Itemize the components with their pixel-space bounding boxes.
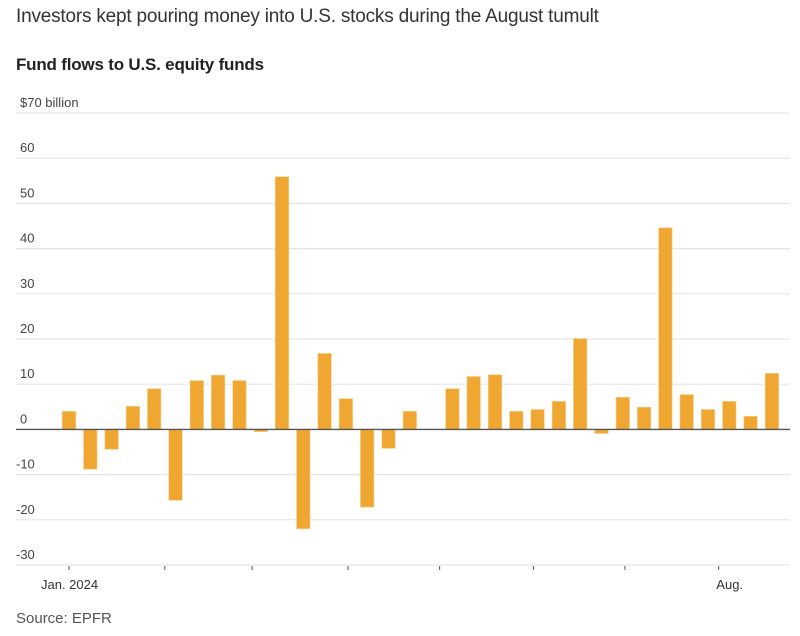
bar — [211, 374, 226, 430]
bar — [487, 374, 503, 430]
bar — [530, 409, 545, 430]
y-tick-label: -30 — [16, 547, 35, 562]
bar — [551, 401, 566, 430]
bar — [360, 429, 375, 508]
bar — [700, 409, 716, 430]
bar — [274, 176, 290, 430]
bar — [658, 227, 673, 430]
bar — [764, 373, 779, 430]
y-tick-label: 30 — [20, 276, 34, 291]
y-tick-label: 0 — [20, 411, 27, 426]
y-tick-label: -20 — [16, 502, 35, 517]
bar — [296, 429, 311, 530]
bar — [615, 397, 630, 430]
y-tick-label: -10 — [16, 457, 35, 472]
bar — [466, 376, 481, 430]
bar — [573, 338, 588, 430]
bar — [189, 380, 204, 430]
x-axis: Jan. 2024 Aug. — [41, 566, 743, 592]
chart-title: Fund flows to U.S. equity funds — [16, 55, 264, 74]
bar — [679, 394, 694, 430]
y-tick-label: 10 — [20, 366, 34, 381]
bars — [61, 176, 779, 530]
bar — [509, 411, 524, 430]
headline: Investors kept pouring money into U.S. s… — [16, 6, 599, 27]
source-note: Source: EPFR — [16, 610, 112, 627]
y-tick-label: $70 billion — [20, 95, 79, 110]
x-tick-label: Aug. — [716, 577, 743, 592]
y-tick-label: 60 — [20, 140, 34, 155]
bar — [381, 429, 396, 449]
bar — [147, 388, 162, 430]
y-axis-labels: $70 billion 60 50 40 30 20 10 0 -10 -20 -30 — [16, 95, 79, 562]
y-tick-label: 40 — [20, 231, 34, 246]
bar — [232, 380, 247, 430]
bar — [61, 411, 77, 430]
bar — [637, 406, 652, 430]
bar — [722, 401, 737, 430]
bar — [125, 406, 140, 430]
bar — [83, 429, 98, 470]
gridlines — [16, 112, 790, 566]
bar — [445, 388, 460, 430]
y-tick-label: 20 — [20, 321, 34, 336]
y-tick-label: 50 — [20, 185, 34, 200]
bar — [168, 429, 183, 501]
bar — [743, 415, 758, 430]
bar — [338, 398, 353, 430]
bar — [104, 429, 119, 450]
bar — [402, 411, 417, 430]
bar — [317, 353, 332, 430]
x-tick-label: Jan. 2024 — [41, 577, 98, 592]
